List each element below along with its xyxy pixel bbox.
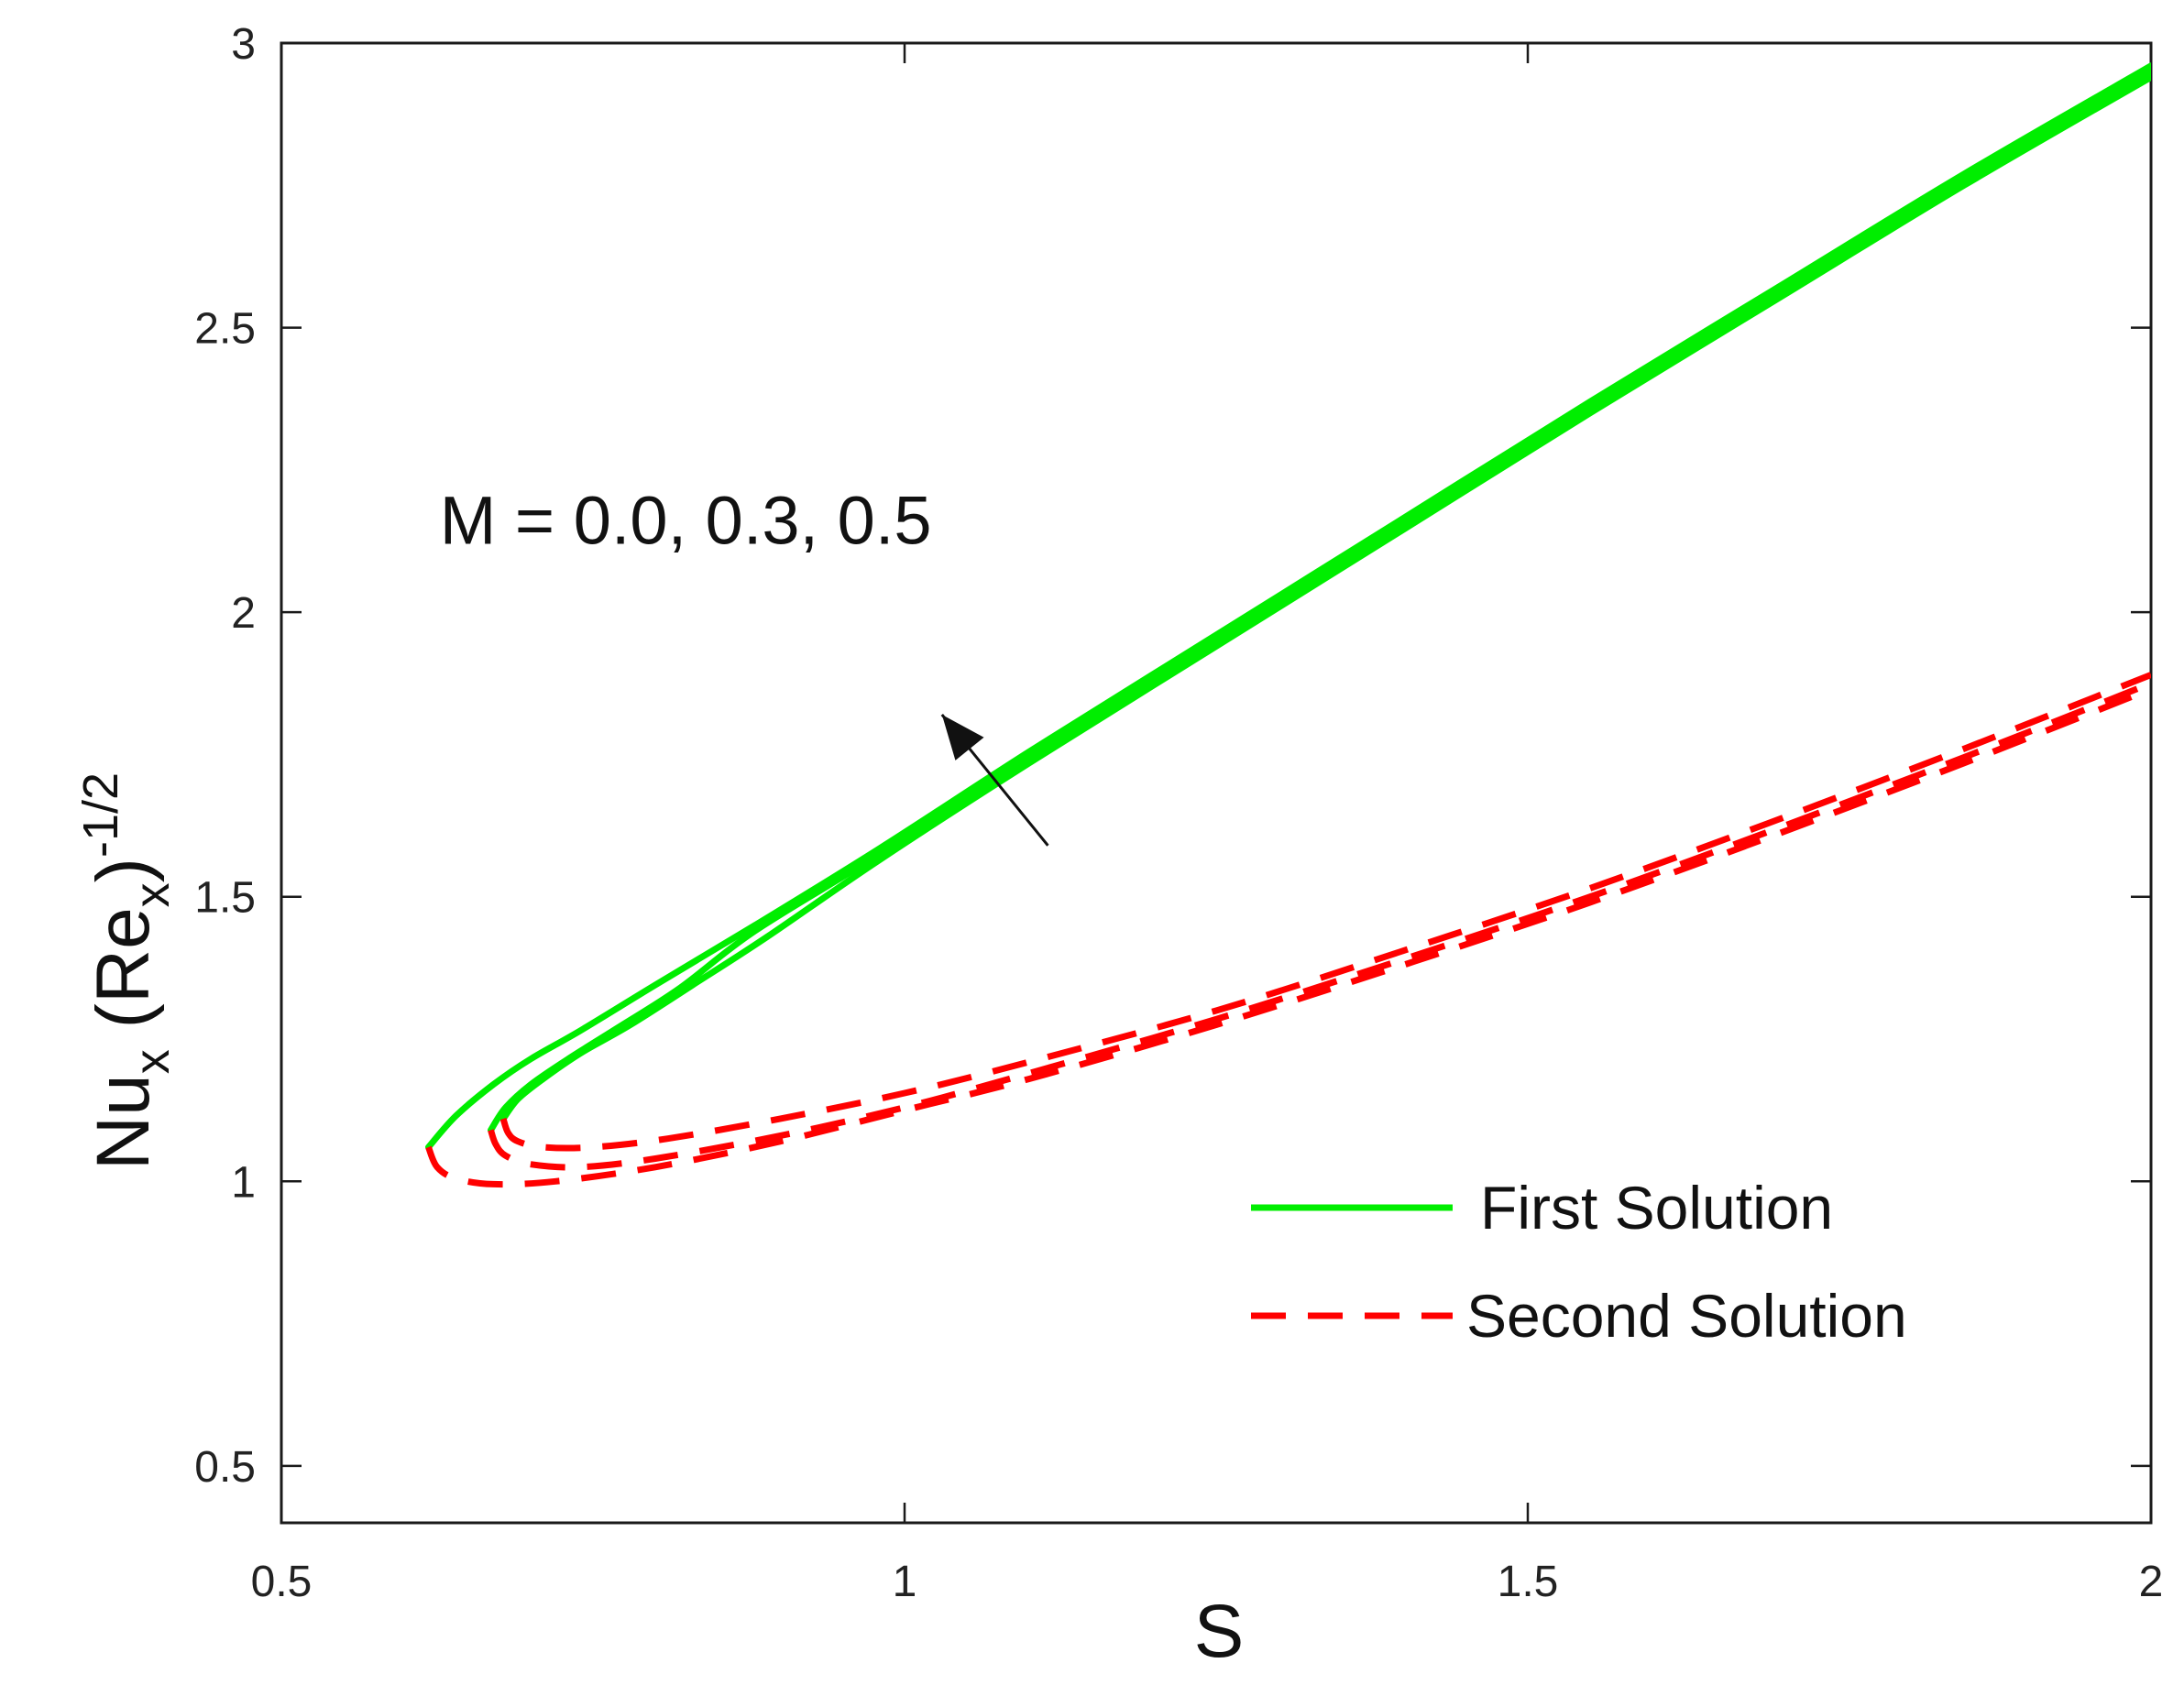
- first-solution-curve-1: [425, 62, 2151, 1151]
- y-tick-label: 2.5: [194, 305, 256, 354]
- annotation-arrow-head: [941, 714, 984, 760]
- second-solution-curve-3: [499, 672, 2151, 1152]
- series-group: [425, 62, 2151, 1188]
- y-tick-label: 1.5: [194, 874, 256, 923]
- x-tick-label: 2: [2139, 1558, 2164, 1606]
- y-tick-label: 1: [231, 1158, 256, 1207]
- plot-frame: [280, 41, 2153, 1525]
- y-tick-label: 3: [231, 20, 256, 69]
- y-axis-title-base: Nu: [82, 1074, 165, 1170]
- annotation-label: M = 0.0, 0.3, 0.5: [440, 483, 932, 559]
- x-tick-label: 1.5: [1498, 1558, 1559, 1606]
- second-solution-curve-2: [488, 680, 2151, 1171]
- y-axis-title-superscript: -1/2: [73, 772, 128, 858]
- second-solution-curve-1: [425, 685, 2151, 1188]
- x-tick-label: 1: [893, 1558, 917, 1606]
- legend-label-second-solution: Second Solution: [1466, 1282, 1907, 1350]
- x-axis-title: S: [1194, 1590, 1245, 1673]
- x-tick-label: 0.5: [251, 1558, 313, 1606]
- y-axis-title-paren-close: ): [82, 858, 165, 882]
- axis-ticks: 0.5 1 1.5 2 0.5 1 1.5 2 2.5 3: [194, 20, 2163, 1606]
- plot-area: 0.5 1 1.5 2 0.5 1 1.5 2 2.5 3 M = 0.0, 0.3, 0.5 F…: [194, 20, 2163, 1606]
- y-tick-label: 2: [231, 589, 256, 638]
- y-axis-title-base-subscript: x: [125, 1049, 180, 1074]
- y-axis-title-paren-open: (Re: [82, 907, 165, 1049]
- annotation-group: M = 0.0, 0.3, 0.5: [440, 483, 1049, 847]
- legend-label-first-solution: First Solution: [1480, 1174, 1833, 1242]
- y-tick-label: 0.5: [194, 1443, 256, 1492]
- y-axis-title-paren-subscript: x: [125, 882, 180, 907]
- legend: First Solution Second Solution: [1251, 1174, 1907, 1350]
- y-axis-title: Nux (Rex)-1/2: [73, 772, 180, 1170]
- first-solution-curve-3: [499, 73, 2151, 1122]
